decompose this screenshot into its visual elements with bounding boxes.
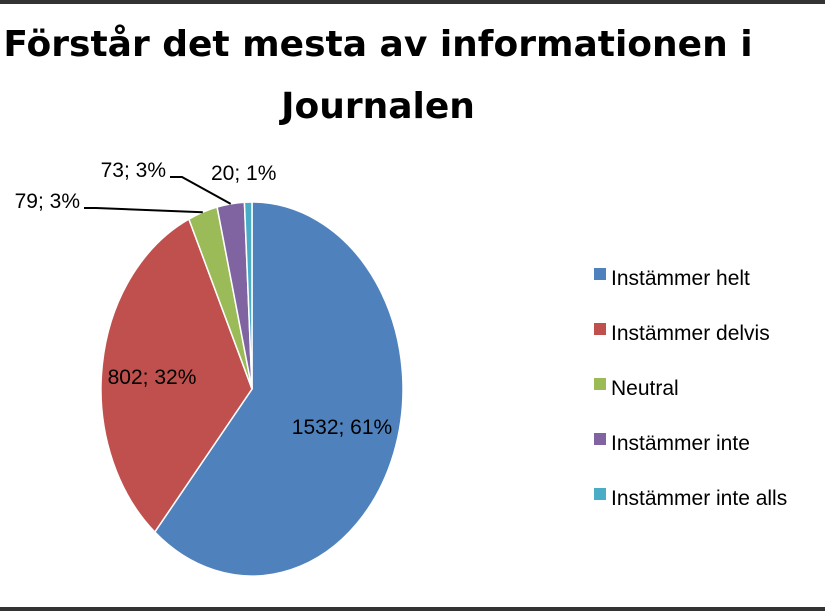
legend-label-inst-mmer-delvis: Instämmer delvis — [611, 322, 770, 345]
chart-title-line-1: Förstår det mesta av informationen i — [3, 24, 752, 65]
legend-swatch-inst-mmer-delvis — [594, 323, 606, 335]
pie-slice-inst-mmer-helt — [153, 201, 404, 577]
leader-line-inst-mmer-inte — [170, 176, 232, 205]
pie-slices — [100, 201, 404, 577]
leader-line-neutral — [84, 207, 203, 214]
leader-lines — [84, 176, 232, 214]
data-label-inst-mmer-delvis: 802; 32% — [108, 366, 197, 389]
legend-swatch-inst-mmer-inte-alls — [594, 488, 606, 500]
legend-swatch-inst-mmer-inte — [594, 433, 606, 445]
data-label-inst-mmer-inte-alls: 20; 1% — [211, 162, 276, 185]
data-label-inst-mmer-helt: 1532; 61% — [292, 416, 392, 439]
chart-title: Förstår det mesta av informationen i Jou… — [3, 24, 752, 127]
data-labels: 1532; 61% 802; 32% 79; 3% 73; 3% 20; 1% — [15, 159, 393, 439]
legend-label-inst-mmer-inte: Instämmer inte — [611, 432, 750, 455]
legend-label-inst-mmer-inte-alls: Instämmer inte alls — [611, 487, 787, 510]
chart-title-line-2: Journalen — [278, 86, 475, 127]
legend: Instämmer helt Instämmer delvis Neutral Ins… — [594, 267, 787, 510]
pie-slice-inst-mmer-inte-alls — [243, 201, 253, 390]
data-label-neutral: 79; 3% — [15, 190, 80, 213]
data-label-inst-mmer-inte: 73; 3% — [101, 159, 166, 182]
legend-label-neutral: Neutral — [611, 377, 679, 400]
legend-swatch-neutral — [594, 378, 606, 390]
pie-slice-inst-mmer-delvis — [100, 218, 253, 534]
top-border — [0, 0, 825, 4]
legend-label-inst-mmer-helt: Instämmer helt — [611, 267, 750, 290]
legend-swatch-inst-mmer-helt — [594, 268, 606, 280]
bottom-border — [0, 607, 825, 611]
